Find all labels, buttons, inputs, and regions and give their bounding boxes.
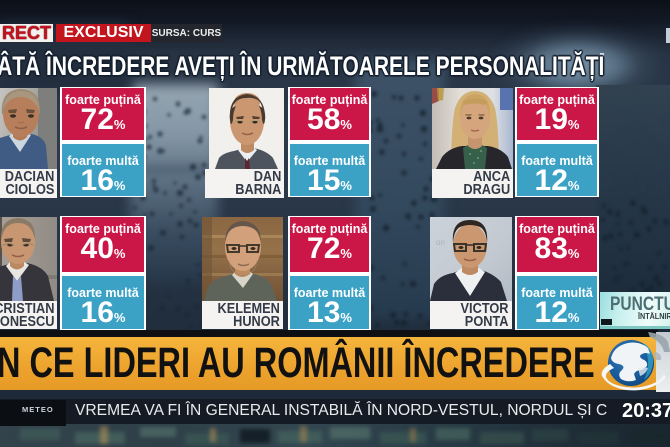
- svg-text:on: on: [436, 238, 445, 247]
